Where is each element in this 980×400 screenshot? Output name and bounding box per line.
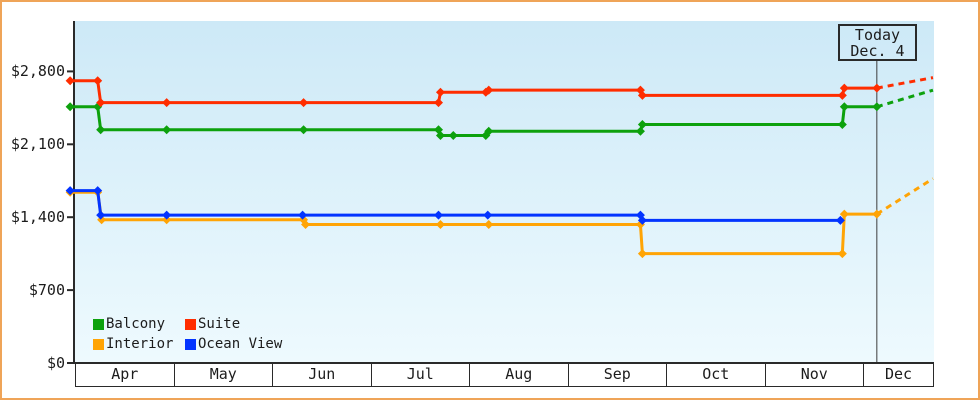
data-point-marker-ocean-view [162, 210, 172, 220]
data-point-marker-suite [96, 98, 106, 108]
data-point-marker-ocean-view [483, 210, 493, 220]
series-balcony [65, 88, 934, 140]
projection-line-balcony [876, 88, 934, 109]
series-ocean-view [65, 186, 845, 225]
chart-legend: Balcony Suite Interior Ocean View [93, 314, 282, 354]
legend-swatch [185, 338, 196, 350]
x-axis-month-cell: Jun [272, 364, 371, 386]
x-axis-month-cell: Apr [75, 364, 174, 386]
data-point-marker-suite [839, 83, 849, 93]
data-point-marker-suite [434, 98, 444, 108]
legend-item-interior: Interior [93, 334, 185, 354]
y-axis-label: $2,100 [10, 135, 65, 153]
data-point-marker-interior [435, 219, 445, 229]
data-point-marker-ocean-view [298, 210, 308, 220]
y-axis-label: $0 [46, 354, 65, 372]
legend-item-ocean-view: Ocean View [185, 334, 282, 354]
series-suite [65, 76, 934, 108]
data-point-marker-balcony [435, 130, 445, 140]
data-point-marker-balcony [839, 102, 849, 112]
data-point-marker-balcony [96, 125, 106, 135]
y-axis-label: $700 [28, 281, 65, 299]
data-point-marker-ocean-view [637, 215, 647, 225]
data-point-marker-interior [872, 209, 882, 219]
data-point-marker-balcony [162, 125, 172, 135]
legend-label: Ocean View [198, 336, 283, 352]
data-point-marker-suite [435, 87, 445, 97]
x-axis-month-cell: Sep [567, 364, 667, 386]
data-point-marker-suite [872, 83, 882, 93]
projection-line-interior [876, 177, 934, 216]
data-point-marker-interior [837, 249, 847, 259]
data-point-marker-balcony [635, 126, 645, 136]
data-point-marker-balcony [484, 126, 494, 136]
data-point-marker-suite [299, 98, 309, 108]
data-point-marker-ocean-view [65, 186, 75, 196]
data-point-marker-interior [637, 249, 647, 259]
x-axis-month-cell: May [173, 364, 273, 386]
y-axis-label: $1,400 [10, 208, 65, 226]
legend-swatch [93, 318, 104, 330]
series-line-suite [68, 79, 879, 105]
data-point-marker-interior [484, 219, 494, 229]
legend-label: Balcony [106, 316, 166, 332]
x-axis-month-cell: Dec [863, 364, 933, 386]
data-point-marker-balcony [299, 125, 309, 135]
plot-background [74, 21, 934, 363]
data-point-marker-balcony [448, 130, 458, 140]
legend-swatch [185, 318, 196, 330]
data-point-marker-interior [839, 209, 849, 219]
data-point-marker-balcony [637, 120, 647, 130]
y-axis-label: $2,800 [10, 62, 65, 80]
data-point-marker-ocean-view [434, 210, 444, 220]
legend-item-suite: Suite [185, 314, 282, 334]
projection-line-suite [876, 76, 934, 90]
data-point-marker-suite [484, 85, 494, 95]
data-point-marker-interior [301, 219, 311, 229]
data-point-marker-suite [65, 76, 75, 86]
data-point-marker-suite [162, 98, 172, 108]
data-point-marker-ocean-view [96, 210, 106, 220]
x-axis-month-row: Apr May Jun Jul Aug Sep Oct Nov Dec [75, 364, 934, 387]
data-point-marker-balcony [872, 102, 882, 112]
today-date-label: Dec. 4 [850, 42, 905, 60]
data-point-marker-ocean-view [835, 215, 845, 225]
data-point-marker-suite [93, 76, 103, 86]
legend-label: Suite [198, 316, 241, 332]
x-axis-month-cell: Nov [764, 364, 864, 386]
x-axis-month-cell: Jul [370, 364, 470, 386]
data-point-marker-ocean-view [93, 186, 103, 196]
legend-label: Interior [106, 336, 174, 352]
today-label: Today [854, 26, 901, 44]
today-marker-box: Today Dec. 4 [838, 24, 917, 61]
x-axis-month-cell: Oct [666, 364, 765, 386]
data-point-marker-interior [162, 215, 172, 225]
x-axis-month-cell: Aug [469, 364, 568, 386]
data-point-marker-balcony [65, 102, 75, 112]
data-point-marker-balcony [837, 120, 847, 130]
data-point-marker-suite [837, 90, 847, 100]
legend-item-balcony: Balcony [93, 314, 185, 334]
legend-swatch [93, 338, 104, 350]
data-point-marker-suite [637, 90, 647, 100]
